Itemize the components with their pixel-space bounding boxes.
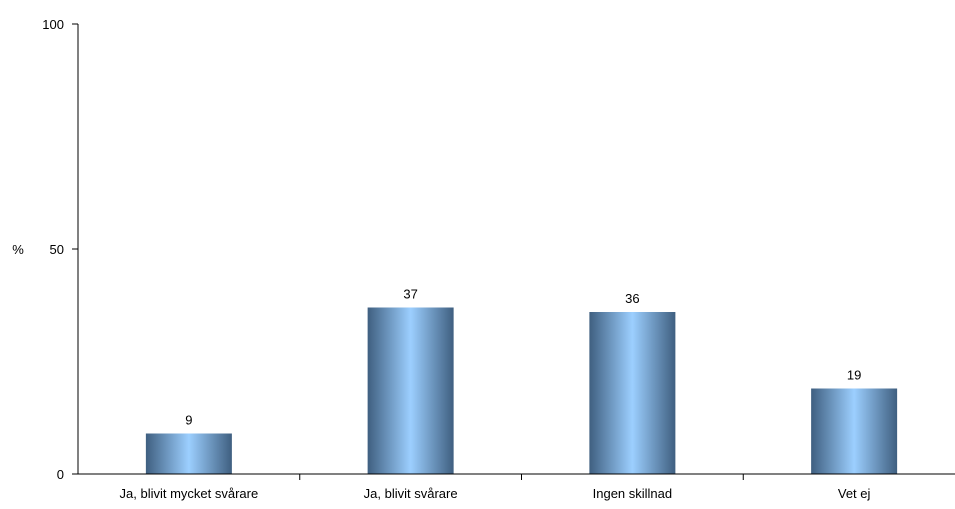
- bar: [589, 312, 676, 474]
- x-tick-label: Ja, blivit mycket svårare: [120, 486, 259, 501]
- x-tick-label: Ja, blivit svårare: [364, 486, 458, 501]
- x-tick-label: Vet ej: [838, 486, 871, 501]
- y-axis-label: %: [12, 242, 24, 257]
- bar: [811, 388, 898, 474]
- bar: [367, 307, 454, 474]
- data-label: 37: [403, 287, 417, 302]
- data-label: 36: [625, 291, 639, 306]
- axes-layer: [72, 23, 955, 480]
- data-label: 19: [847, 368, 861, 383]
- bars-layer: [145, 307, 898, 474]
- y-tick-label: 100: [42, 17, 64, 32]
- y-tick-label: 0: [57, 467, 64, 482]
- bar: [145, 433, 232, 474]
- y-tick-label: 50: [50, 242, 64, 257]
- labels-layer: 9 Ja, blivit mycket svårare 37 Ja, blivit s…: [12, 17, 870, 501]
- data-label: 9: [185, 413, 192, 428]
- x-tick-label: Ingen skillnad: [593, 486, 673, 501]
